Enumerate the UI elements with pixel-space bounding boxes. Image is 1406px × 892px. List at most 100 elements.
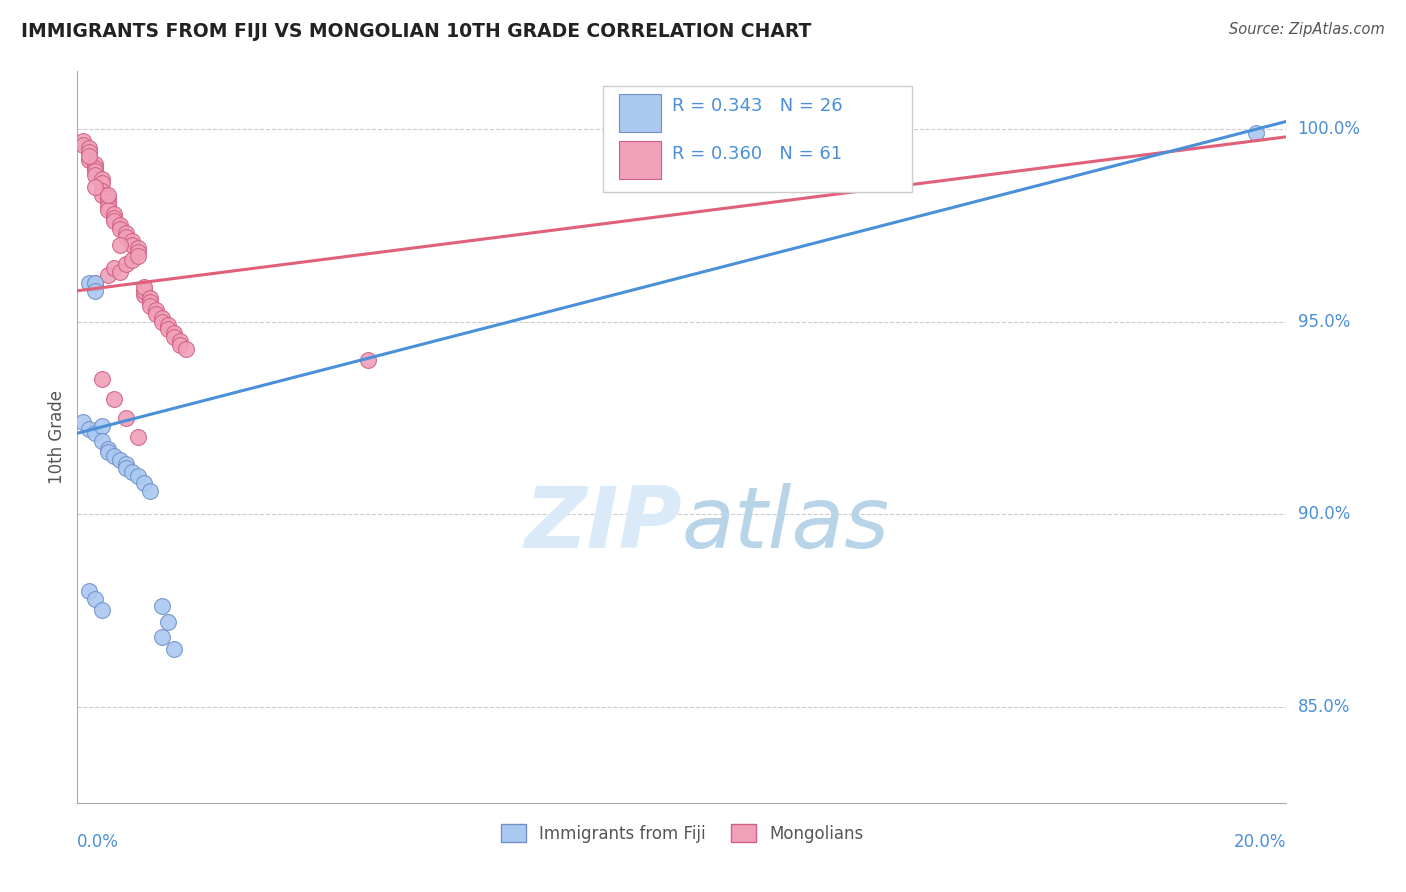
Point (103, 392, 125, 406)
Point (114, 410, 136, 425)
Point (108, 222, 131, 236)
Point (163, 330, 186, 344)
Point (121, 252, 143, 267)
Point (150, 599, 173, 614)
Point (72, 137, 94, 152)
Point (127, 430, 149, 444)
Point (108, 264, 131, 278)
Text: Source: ZipAtlas.com: Source: ZipAtlas.com (1229, 22, 1385, 37)
Text: R = 0.343   N = 26: R = 0.343 N = 26 (672, 97, 842, 115)
Point (108, 453, 131, 467)
Point (150, 630, 173, 644)
Point (84, 276, 107, 290)
Point (72, 415, 94, 429)
Point (157, 318, 180, 333)
Point (84, 157, 107, 171)
Text: 100.0%: 100.0% (1298, 120, 1361, 138)
Point (132, 287, 155, 301)
Point (96, 191, 118, 205)
Point (84, 426, 107, 441)
Point (84, 276, 107, 290)
Point (163, 641, 186, 656)
Point (139, 483, 162, 498)
Point (127, 242, 149, 256)
Point (84, 179, 107, 194)
Point (103, 450, 125, 464)
Point (96, 187, 118, 202)
Point (174, 342, 197, 356)
Point (127, 468, 149, 483)
Point (79, 145, 101, 160)
Point (114, 226, 136, 240)
Point (121, 234, 143, 248)
FancyBboxPatch shape (619, 94, 661, 132)
Point (79, 422, 101, 436)
Point (103, 211, 125, 225)
Point (79, 141, 101, 155)
FancyBboxPatch shape (619, 141, 661, 179)
Point (84, 284, 107, 298)
Point (96, 195, 118, 210)
Point (90, 418, 112, 433)
Point (90, 187, 112, 202)
Point (127, 249, 149, 263)
Text: 90.0%: 90.0% (1298, 505, 1350, 523)
Point (127, 245, 149, 260)
Text: IMMIGRANTS FROM FIJI VS MONGOLIAN 10TH GRADE CORRELATION CHART: IMMIGRANTS FROM FIJI VS MONGOLIAN 10TH G… (21, 22, 811, 41)
Text: 20.0%: 20.0% (1234, 833, 1286, 851)
Point (72, 134, 94, 148)
Point (90, 434, 112, 448)
Point (79, 276, 101, 290)
Point (169, 334, 191, 348)
Point (84, 164, 107, 178)
Point (108, 237, 131, 252)
Point (108, 219, 131, 233)
Y-axis label: 10th Grade: 10th Grade (48, 390, 66, 484)
Point (79, 584, 101, 599)
Point (157, 322, 180, 336)
FancyBboxPatch shape (603, 86, 911, 192)
Point (139, 292, 162, 306)
Point (150, 315, 173, 329)
Point (96, 442, 118, 456)
Point (84, 161, 107, 175)
Point (139, 299, 162, 313)
Point (114, 257, 136, 271)
Point (132, 284, 155, 298)
Point (96, 199, 118, 213)
Point (356, 353, 378, 368)
Point (114, 230, 136, 244)
Point (114, 461, 136, 475)
Point (103, 214, 125, 228)
Point (150, 310, 173, 325)
Point (90, 176, 112, 190)
Point (96, 268, 118, 283)
Text: 95.0%: 95.0% (1298, 312, 1350, 331)
Point (84, 591, 107, 606)
Text: 85.0%: 85.0% (1298, 698, 1350, 715)
Legend: Immigrants from Fiji, Mongolians: Immigrants from Fiji, Mongolians (494, 818, 870, 849)
Text: R = 0.360   N = 61: R = 0.360 N = 61 (672, 145, 842, 162)
Point (132, 476, 155, 491)
Point (114, 457, 136, 471)
Point (145, 307, 167, 321)
Text: 0.0%: 0.0% (77, 833, 120, 851)
Point (157, 615, 180, 629)
Point (121, 465, 143, 479)
Point (96, 445, 118, 459)
Point (96, 202, 118, 217)
Point (79, 149, 101, 163)
Point (145, 303, 167, 318)
Point (90, 184, 112, 198)
Point (132, 280, 155, 294)
Point (139, 295, 162, 310)
Point (103, 260, 125, 275)
Point (90, 603, 112, 617)
Point (84, 169, 107, 183)
Point (1246, 126, 1268, 140)
Point (103, 207, 125, 221)
Point (163, 326, 186, 340)
Text: atlas: atlas (682, 483, 890, 566)
Point (169, 337, 191, 351)
Text: ZIP: ZIP (524, 483, 682, 566)
